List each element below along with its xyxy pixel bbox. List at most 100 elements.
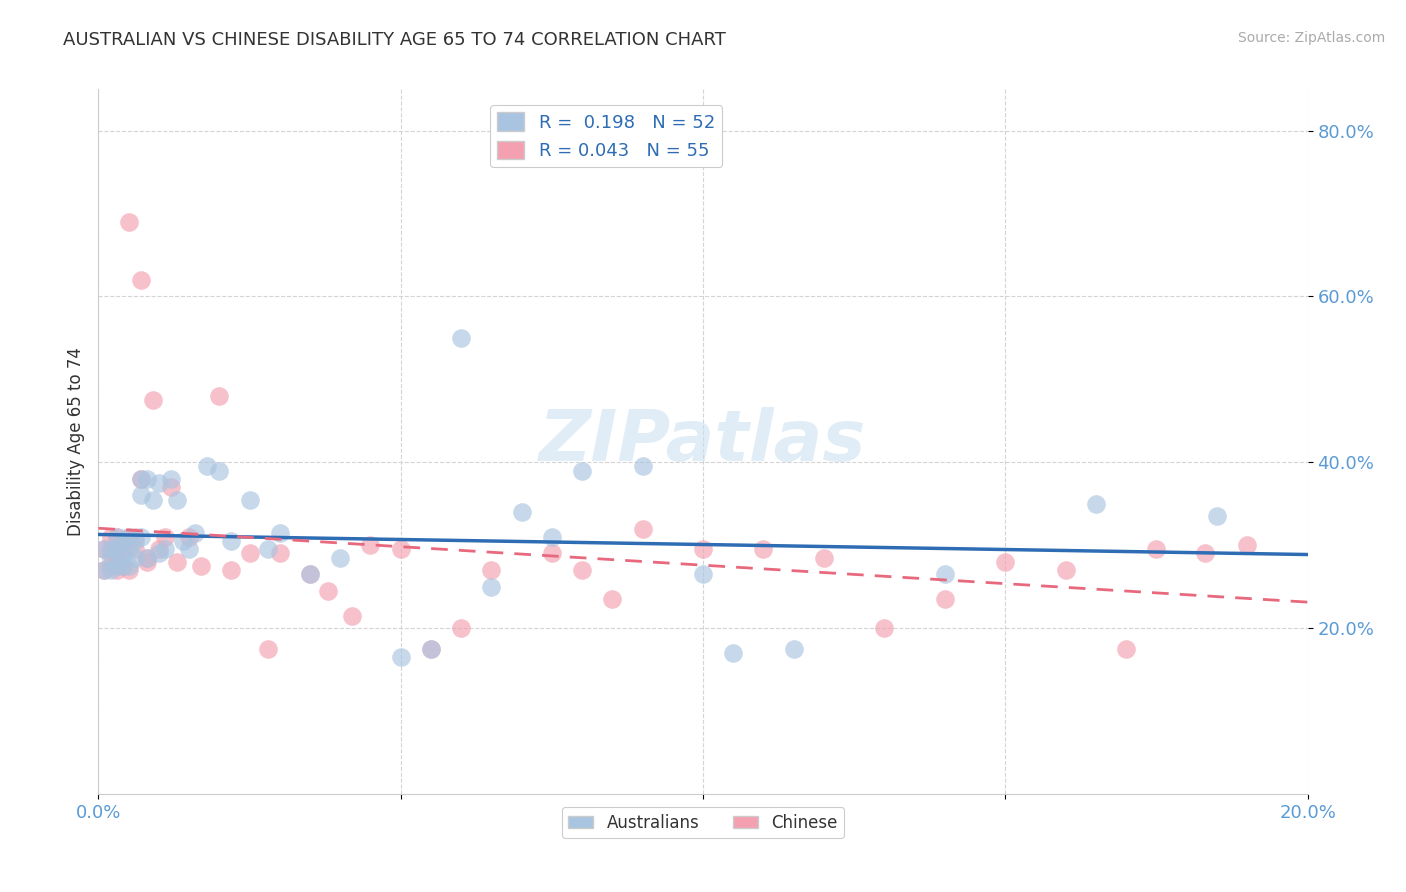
Point xyxy=(540,530,562,544)
Point xyxy=(342,608,364,623)
Point xyxy=(111,542,134,557)
Point xyxy=(118,542,141,557)
Point xyxy=(111,558,134,573)
Point xyxy=(93,563,115,577)
Text: Source: ZipAtlas.com: Source: ZipAtlas.com xyxy=(1237,31,1385,45)
Point xyxy=(100,546,122,560)
Point xyxy=(111,558,134,573)
Point xyxy=(129,472,152,486)
Point xyxy=(118,563,141,577)
Point xyxy=(118,215,141,229)
Point xyxy=(1054,563,1077,577)
Point xyxy=(105,563,128,577)
Point xyxy=(389,650,412,665)
Point xyxy=(124,550,146,565)
Point xyxy=(1144,542,1167,557)
Point xyxy=(1085,497,1108,511)
Point xyxy=(111,534,134,549)
Point xyxy=(118,530,141,544)
Point xyxy=(105,530,128,544)
Point xyxy=(299,567,322,582)
Point xyxy=(142,492,165,507)
Point xyxy=(269,525,291,540)
Point xyxy=(631,459,654,474)
Point xyxy=(172,534,194,549)
Point xyxy=(195,459,218,474)
Point xyxy=(540,546,562,560)
Point xyxy=(190,558,212,573)
Point xyxy=(179,542,201,557)
Point xyxy=(135,555,157,569)
Point xyxy=(1236,538,1258,552)
Point xyxy=(1115,641,1137,656)
Point xyxy=(153,530,176,544)
Point xyxy=(873,621,896,635)
Point xyxy=(239,492,262,507)
Point xyxy=(124,534,146,549)
Point xyxy=(100,542,122,557)
Point xyxy=(299,567,322,582)
Point xyxy=(129,472,152,486)
Point xyxy=(316,583,339,598)
Point xyxy=(571,464,593,478)
Point xyxy=(100,563,122,577)
Point xyxy=(148,475,170,490)
Point xyxy=(208,464,231,478)
Point xyxy=(118,530,141,544)
Point xyxy=(105,558,128,573)
Point xyxy=(124,530,146,544)
Point xyxy=(723,646,745,660)
Point xyxy=(571,563,593,577)
Point xyxy=(135,472,157,486)
Point xyxy=(129,488,152,502)
Point xyxy=(221,534,243,549)
Point xyxy=(934,592,956,607)
Point xyxy=(994,555,1017,569)
Point xyxy=(111,538,134,552)
Point xyxy=(129,530,152,544)
Point xyxy=(934,567,956,582)
Point xyxy=(93,542,115,557)
Point xyxy=(450,331,472,345)
Point xyxy=(135,550,157,565)
Point xyxy=(1194,546,1216,560)
Point xyxy=(602,592,624,607)
Point xyxy=(692,542,714,557)
Point xyxy=(160,480,183,494)
Point xyxy=(692,567,714,582)
Point xyxy=(269,546,291,560)
Point xyxy=(510,505,533,519)
Point xyxy=(752,542,775,557)
Point xyxy=(783,641,806,656)
Point xyxy=(221,563,243,577)
Point xyxy=(481,563,503,577)
Point xyxy=(111,546,134,560)
Point xyxy=(389,542,412,557)
Point xyxy=(239,546,262,560)
Point xyxy=(360,538,382,552)
Point xyxy=(93,542,115,557)
Point xyxy=(813,550,835,565)
Point xyxy=(450,621,472,635)
Point xyxy=(166,492,188,507)
Point xyxy=(148,546,170,560)
Point xyxy=(105,530,128,544)
Point xyxy=(100,550,122,565)
Point xyxy=(135,550,157,565)
Point xyxy=(179,530,201,544)
Y-axis label: Disability Age 65 to 74: Disability Age 65 to 74 xyxy=(66,347,84,536)
Point xyxy=(124,542,146,557)
Text: AUSTRALIAN VS CHINESE DISABILITY AGE 65 TO 74 CORRELATION CHART: AUSTRALIAN VS CHINESE DISABILITY AGE 65 … xyxy=(63,31,725,49)
Point xyxy=(105,542,128,557)
Point xyxy=(105,542,128,557)
Point xyxy=(420,641,443,656)
Point xyxy=(256,542,278,557)
Point xyxy=(160,472,183,486)
Point xyxy=(153,542,176,557)
Point xyxy=(142,393,165,408)
Point xyxy=(129,273,152,287)
Point xyxy=(118,558,141,573)
Point xyxy=(100,530,122,544)
Point xyxy=(166,555,188,569)
Point xyxy=(148,542,170,557)
